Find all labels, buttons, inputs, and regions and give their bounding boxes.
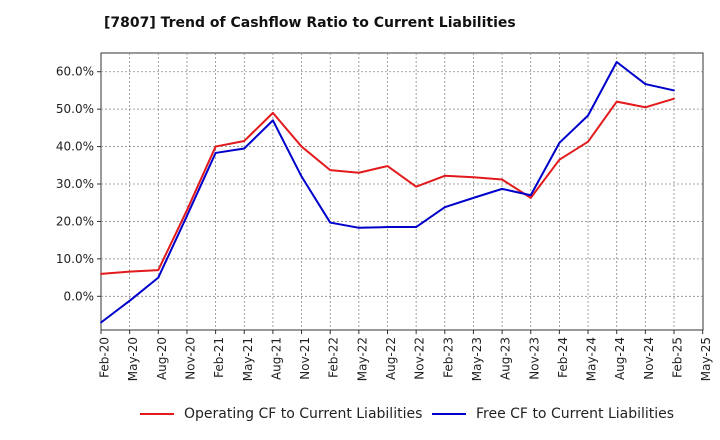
data-point-0 — [558, 158, 561, 161]
data-point-0 — [243, 140, 246, 142]
y-axis: 0.0% 10.0% 20.0% 30.0% 40.0% 50.0% 60.0% — [56, 65, 101, 303]
legend-label-operating-cf: Operating CF to Current Liabilities — [184, 406, 423, 422]
x-axis: Feb-20 May-20 Aug-20 Nov-20 Feb-21 May-21 Aug-… — [98, 330, 713, 381]
x-tick-label: May-20 — [126, 337, 140, 381]
x-tick-label: May-24 — [585, 337, 599, 381]
x-tick-label: May-22 — [355, 337, 369, 381]
x-tick-label: Nov-20 — [183, 337, 197, 380]
data-point-1 — [214, 152, 217, 154]
x-tick-label: Feb-22 — [327, 337, 341, 378]
y-tick-label: 30.0% — [56, 177, 94, 191]
data-point-1 — [644, 83, 647, 85]
plot-frame — [100, 52, 704, 331]
x-tick-label: Aug-22 — [384, 337, 398, 380]
series-layer — [100, 60, 675, 324]
legend-item-free-cf: Free CF to Current Liabilities — [432, 406, 674, 422]
x-tick-label: Feb-25 — [671, 337, 685, 378]
y-tick-label: 40.0% — [56, 140, 94, 154]
data-point-1 — [186, 214, 188, 217]
legend-swatch-operating-cf — [140, 413, 174, 415]
data-point-0 — [501, 178, 503, 181]
data-point-0 — [529, 196, 532, 199]
x-tick-label: Aug-24 — [613, 337, 627, 380]
data-point-1 — [243, 147, 246, 150]
data-point-1 — [415, 226, 418, 228]
data-point-1 — [100, 321, 102, 324]
x-tick-label: Nov-24 — [642, 337, 656, 380]
data-point-1 — [329, 221, 332, 224]
data-point-1 — [386, 226, 389, 228]
x-tick-label: May-25 — [699, 337, 713, 381]
data-point-1 — [357, 226, 360, 229]
x-tick-label: Aug-20 — [155, 337, 169, 380]
data-point-1 — [673, 89, 675, 92]
data-point-0 — [386, 165, 389, 167]
data-point-1 — [272, 119, 274, 122]
data-point-1 — [300, 175, 303, 178]
data-point-1 — [501, 187, 503, 190]
data-point-0 — [272, 111, 274, 114]
data-point-1 — [558, 141, 561, 144]
data-point-0 — [329, 169, 332, 172]
data-point-1 — [615, 61, 618, 63]
y-tick-label: 0.0% — [64, 289, 95, 303]
x-tick-label: Nov-23 — [527, 337, 541, 380]
x-tick-label: Nov-21 — [298, 337, 312, 380]
legend-label-free-cf: Free CF to Current Liabilities — [476, 406, 675, 422]
chart-title: [7807] Trend of Cashflow Ratio to Curren… — [104, 15, 516, 31]
data-point-0 — [644, 106, 647, 109]
data-point-0 — [443, 174, 446, 177]
data-point-0 — [128, 270, 131, 273]
data-point-0 — [357, 171, 360, 174]
data-point-0 — [615, 100, 618, 103]
data-point-1 — [157, 276, 160, 279]
legend-swatch-free-cf — [432, 413, 466, 415]
data-point-1 — [472, 196, 475, 199]
x-tick-label: Nov-22 — [413, 337, 427, 380]
legend: Operating CF to Current Liabilities Free… — [0, 400, 720, 430]
data-point-1 — [128, 299, 131, 302]
data-point-0 — [100, 272, 102, 275]
y-tick-label: 50.0% — [56, 102, 94, 116]
x-tick-label: May-23 — [470, 337, 484, 381]
data-point-0 — [673, 97, 675, 100]
data-point-0 — [214, 145, 217, 148]
x-tick-label: Feb-24 — [556, 337, 570, 378]
data-point-0 — [186, 209, 188, 212]
x-tick-label: Feb-23 — [441, 337, 455, 378]
x-tick-label: Aug-21 — [269, 337, 283, 380]
legend-item-operating-cf: Operating CF to Current Liabilities — [140, 406, 422, 422]
data-point-1 — [529, 194, 532, 197]
y-tick-label: 10.0% — [56, 252, 94, 266]
data-point-1 — [587, 114, 589, 117]
y-tick-label: 20.0% — [56, 214, 94, 228]
x-tick-label: Feb-21 — [212, 337, 226, 378]
x-tick-label: May-21 — [241, 337, 255, 381]
y-tick-label: 60.0% — [56, 65, 94, 79]
x-tick-label: Aug-23 — [499, 337, 513, 380]
data-point-0 — [472, 176, 475, 179]
x-tick-label: Feb-20 — [98, 337, 112, 378]
data-point-0 — [415, 185, 418, 188]
data-point-0 — [157, 269, 160, 272]
data-point-0 — [587, 140, 589, 143]
data-point-1 — [443, 206, 446, 209]
data-point-0 — [300, 145, 303, 148]
grid — [101, 53, 703, 330]
